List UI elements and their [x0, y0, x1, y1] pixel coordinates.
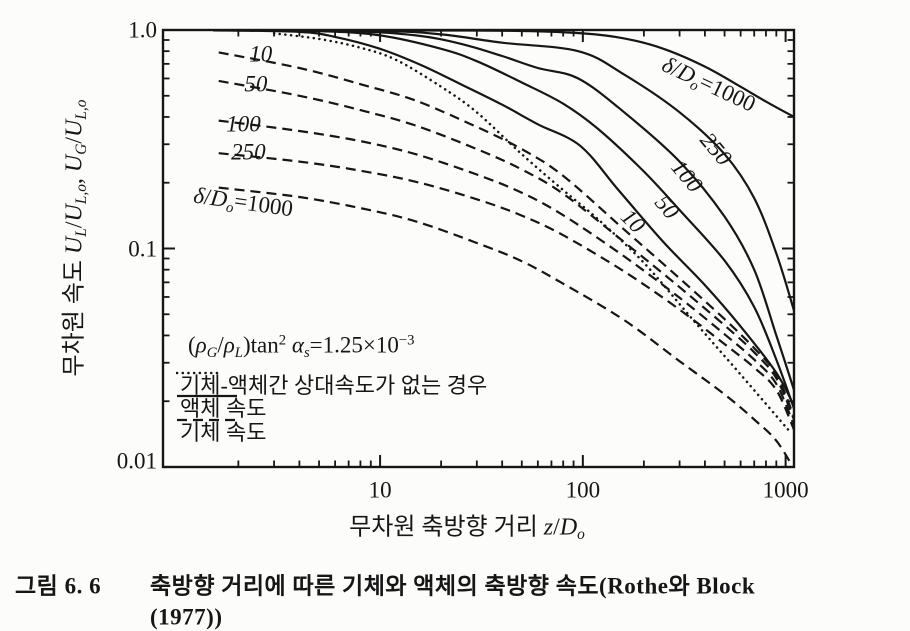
curve-gas-delta-250 [218, 152, 794, 431]
curve-liquid-delta-50 [212, 30, 794, 409]
caption-figure-number: 그림 6. 6 [15, 573, 102, 599]
y-tick-label: 0.01 [116, 448, 157, 474]
legend-row-solid: 액체 속도 [176, 391, 266, 423]
curve-liquid-delta-100 [212, 30, 794, 391]
legend-swatch-dashed-line [177, 418, 235, 422]
x-tick-label: 1000 [762, 477, 809, 503]
x-tick-label: 10 [368, 477, 392, 503]
y-axis-label: 무차원 속도 UL/UL,o, UG/UL,o [61, 99, 91, 377]
caption-text-line2: (1977)) [150, 604, 223, 630]
legend-row-dotted: 기체-액체간 상대속도가 없는 경우 [176, 368, 487, 400]
curve-gas-delta-10 [218, 51, 794, 418]
caption-text-line1: 축방향 거리에 따른 기체와 액체의 축방향 속도(Rothe와 Block [150, 573, 756, 599]
legend-label: 액체 속도 [180, 396, 267, 421]
curve-gas-delta-1000 [218, 186, 794, 467]
curve-liquid-delta-10 [212, 30, 794, 407]
flow-parameter-annotation: (ρG/ρL)tan2 αs=1.25×10−3 [188, 332, 415, 361]
curve-label-gas-250: 250 [231, 139, 266, 165]
legend-label: 기체 속도 [180, 420, 267, 445]
curve-liquid-delta-250 [212, 30, 794, 311]
curve-liquid-delta-1000 [212, 30, 794, 118]
y-tick-label: 0.1 [128, 236, 157, 261]
x-tick-label: 100 [565, 477, 601, 503]
curve-label-gas-100: 100 [226, 111, 261, 137]
curve-gas-delta-100 [218, 119, 794, 426]
legend-swatch-dotted-line [176, 371, 220, 375]
legend-row-dashed: 기체 속도 [176, 415, 266, 447]
legend-swatch-solid-line [177, 394, 237, 398]
curve-gas-delta-50 [218, 79, 794, 420]
curve-label-gas-50: 50 [244, 71, 268, 97]
legend-label: 기체-액체간 상대속도가 없는 경우 [180, 373, 488, 398]
y-tick-label: 1.0 [128, 17, 157, 43]
x-axis-label: 무차원 축방향 거리 z/Do [349, 514, 585, 544]
curves-group [212, 30, 794, 467]
curve-label-gas-10: 10 [249, 41, 273, 67]
